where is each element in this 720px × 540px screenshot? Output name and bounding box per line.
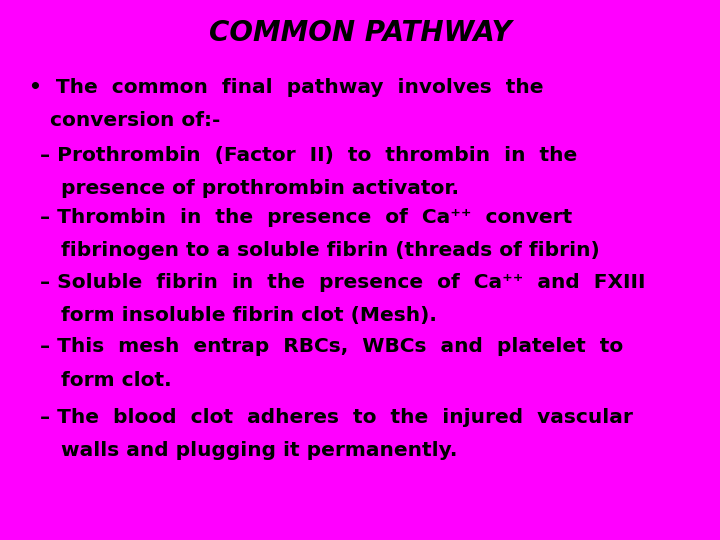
- Text: – This  mesh  entrap  RBCs,  WBCs  and  platelet  to: – This mesh entrap RBCs, WBCs and platel…: [40, 338, 623, 356]
- Text: – The  blood  clot  adheres  to  the  injured  vascular: – The blood clot adheres to the injured …: [40, 408, 632, 427]
- Text: COMMON PATHWAY: COMMON PATHWAY: [209, 19, 511, 47]
- Text: walls and plugging it permanently.: walls and plugging it permanently.: [40, 441, 457, 460]
- Text: form insoluble fibrin clot (Mesh).: form insoluble fibrin clot (Mesh).: [40, 306, 436, 325]
- Text: – Prothrombin  (Factor  II)  to  thrombin  in  the: – Prothrombin (Factor II) to thrombin in…: [40, 146, 577, 165]
- Text: •  The  common  final  pathway  involves  the: • The common final pathway involves the: [29, 78, 544, 97]
- Text: presence of prothrombin activator.: presence of prothrombin activator.: [40, 179, 459, 198]
- Text: – Thrombin  in  the  presence  of  Ca⁺⁺  convert: – Thrombin in the presence of Ca⁺⁺ conve…: [40, 208, 572, 227]
- Text: conversion of:-: conversion of:-: [29, 111, 220, 130]
- Text: form clot.: form clot.: [40, 371, 171, 390]
- Text: fibrinogen to a soluble fibrin (threads of fibrin): fibrinogen to a soluble fibrin (threads …: [40, 241, 599, 260]
- Text: – Soluble  fibrin  in  the  presence  of  Ca⁺⁺  and  FXIII: – Soluble fibrin in the presence of Ca⁺⁺…: [40, 273, 645, 292]
